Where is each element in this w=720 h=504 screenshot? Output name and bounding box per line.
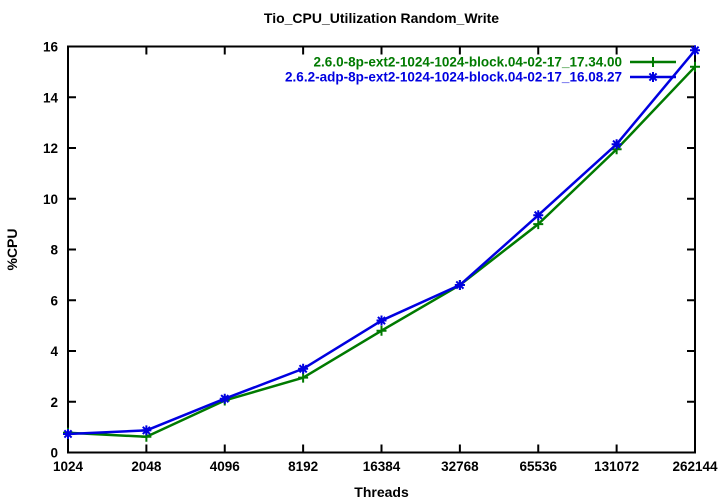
y-tick-label: 10 [43, 192, 58, 207]
y-tick-label: 0 [50, 446, 58, 461]
data-point-marker [376, 315, 387, 326]
y-tick-label: 2 [50, 395, 58, 410]
y-tick-label: 14 [43, 90, 59, 105]
legend-marker [648, 72, 658, 82]
x-tick-label: 65536 [519, 459, 557, 474]
x-tick-label: 262144 [672, 459, 718, 474]
x-tick-label: 1024 [53, 459, 84, 474]
data-point-marker [690, 61, 700, 72]
legend-marker [648, 57, 658, 67]
data-point-marker [533, 210, 544, 221]
y-tick-label: 16 [43, 40, 59, 55]
data-point-marker [298, 363, 309, 374]
series-line-0 [67, 65, 696, 439]
data-point-marker [376, 325, 387, 336]
data-point-marker [298, 372, 309, 383]
legend-label: 2.6.0-8p-ext2-1024-1024-block.04-02-17_1… [314, 55, 622, 70]
legend-label: 2.6.2-adp-8p-ext2-1024-1024-block.04-02-… [285, 70, 622, 85]
x-axis-label: Threads [354, 484, 409, 500]
y-tick-label: 12 [43, 141, 58, 156]
data-point-marker [611, 139, 622, 150]
data-point-marker [533, 219, 544, 230]
y-tick-label: 6 [50, 293, 58, 308]
data-point-marker [63, 428, 73, 439]
y-tick-label: 4 [50, 344, 58, 359]
chart-title: Tio_CPU_Utilization Random_Write [264, 10, 499, 26]
y-axis-label: %CPU [4, 228, 20, 270]
x-tick-label: 2048 [131, 459, 162, 474]
x-tick-label: 32768 [441, 459, 479, 474]
x-tick-label: 16384 [363, 459, 401, 474]
series-line-1 [67, 49, 696, 436]
x-tick-label: 4096 [210, 459, 241, 474]
x-tick-label: 131072 [594, 459, 639, 474]
plot-border [67, 45, 696, 454]
data-point-marker [141, 425, 152, 436]
y-tick-label: 8 [50, 243, 58, 258]
x-tick-label: 8192 [288, 459, 318, 474]
data-point-marker [454, 280, 465, 291]
plot-generated-layer: 1024 2048 4096 8192 16384 32768 65536 131072 262… [43, 40, 718, 475]
data-point-marker [690, 45, 700, 56]
data-point-marker [219, 393, 230, 404]
